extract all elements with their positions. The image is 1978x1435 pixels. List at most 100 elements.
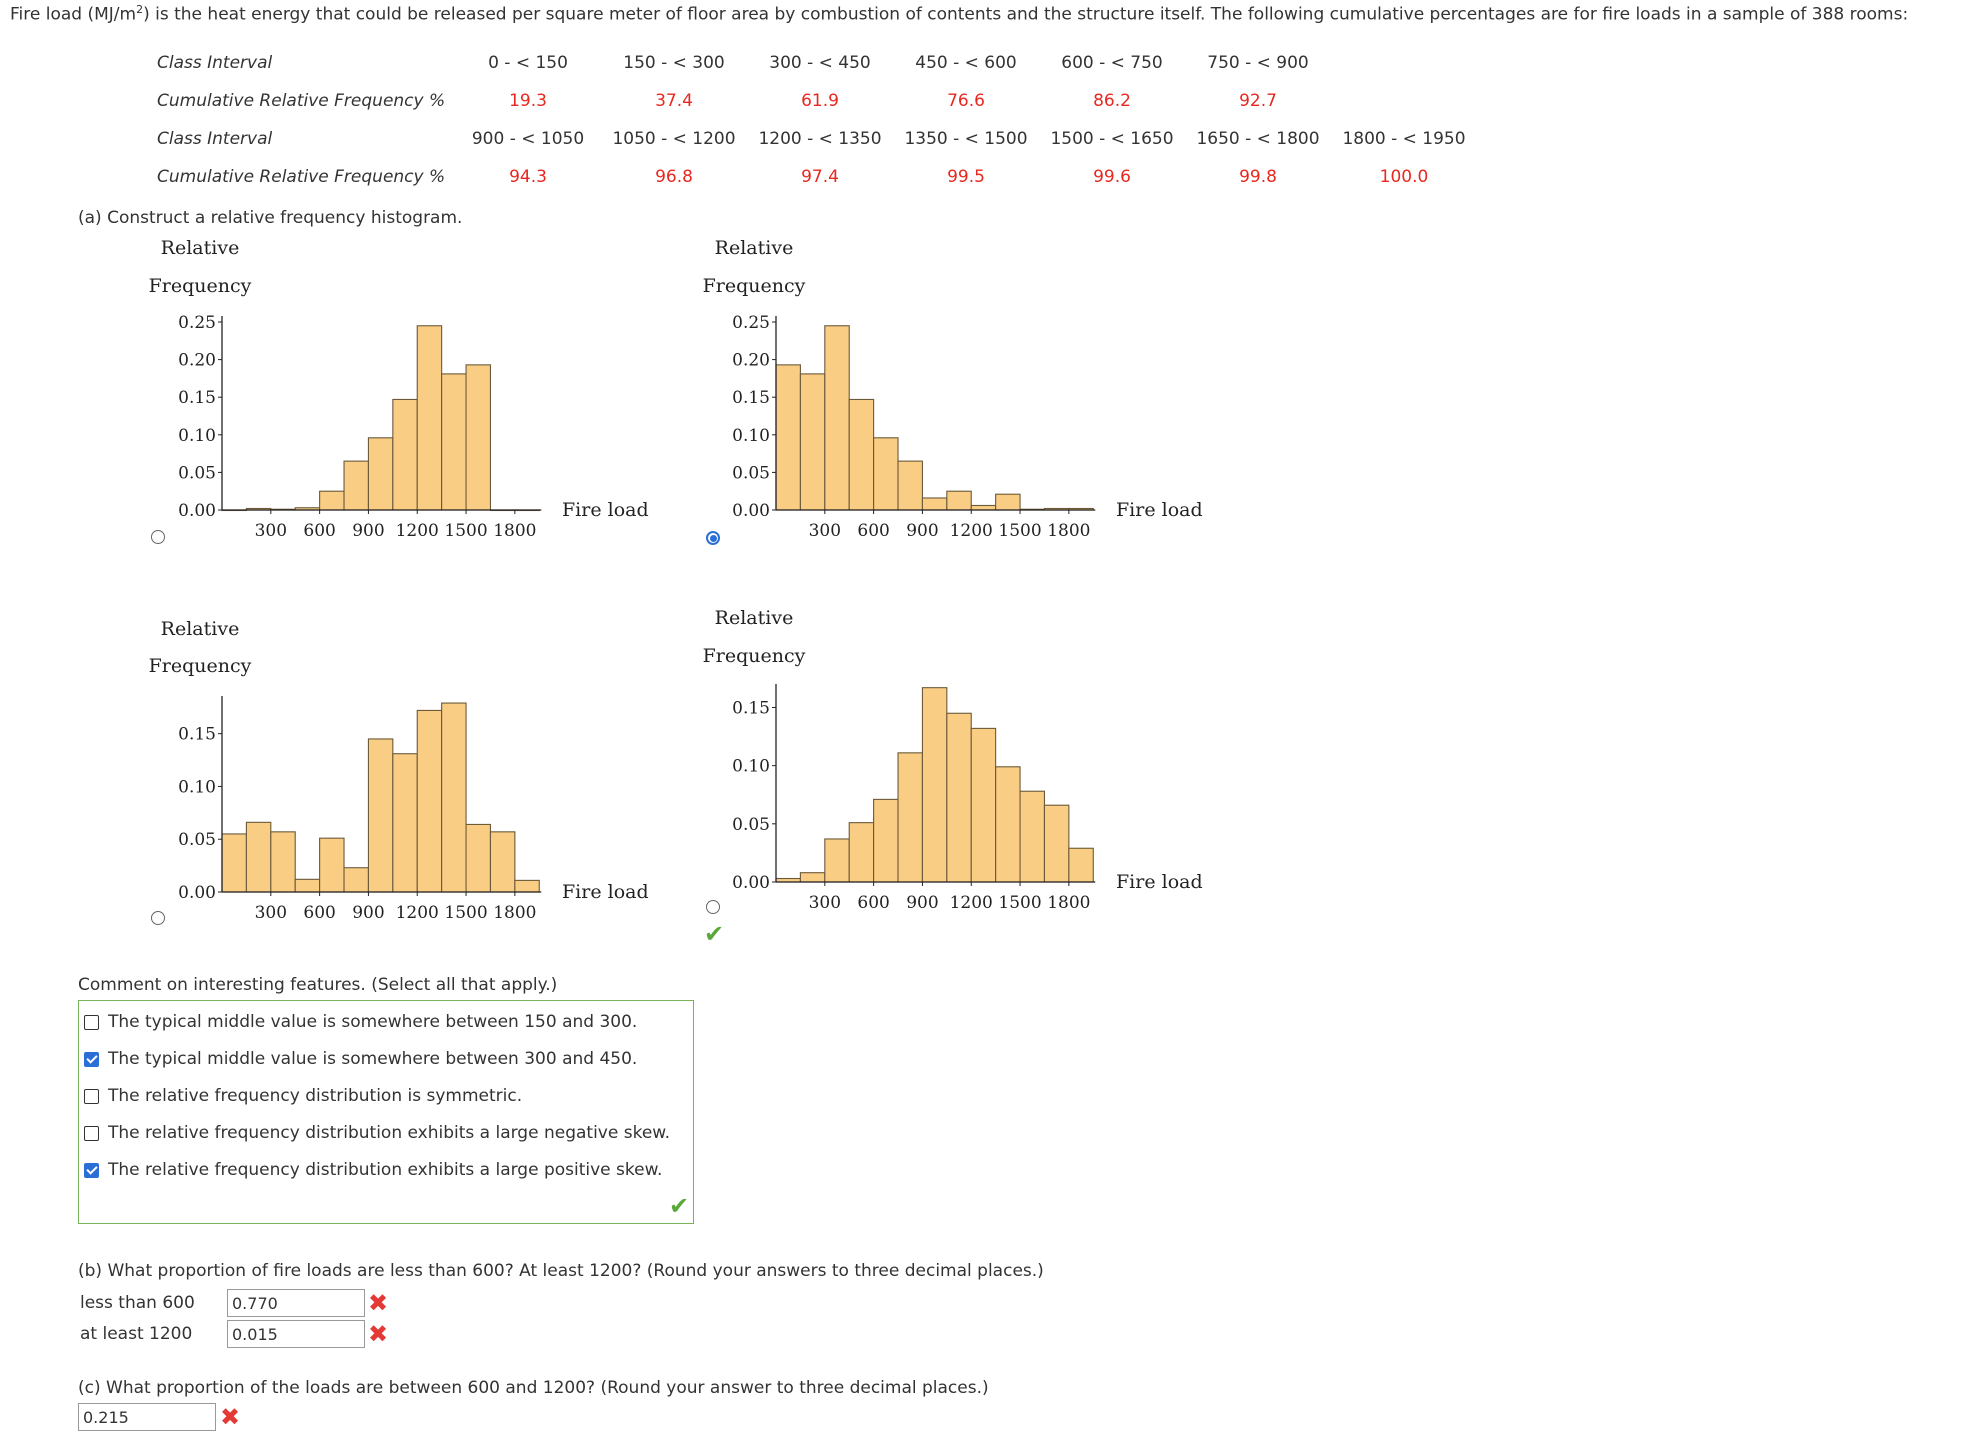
histogram-bar	[465, 823, 492, 893]
between-600-1200-input[interactable]	[78, 1403, 216, 1431]
histogram-bar	[1019, 790, 1046, 883]
histogram-option-4-radio[interactable]	[706, 900, 720, 914]
table-cell-interval: 1650 - < 1800	[1196, 129, 1320, 149]
histogram-bar	[824, 325, 850, 511]
table-cell-interval: 750 - < 900	[1207, 53, 1309, 73]
histogram-bar	[319, 837, 345, 893]
histogram-option-1: Relative Frequency 0.00 0.05 0.10 0.15 0.20 0.2…	[149, 237, 670, 560]
correct-check-icon: ✔	[704, 920, 725, 948]
y-axis-label: Relative	[715, 607, 794, 629]
table-cell-interval: 600 - < 750	[1061, 53, 1163, 73]
intro-superscript: 2	[136, 3, 144, 16]
problem-intro: Fire load (MJ/m2) is the heat energy tha…	[10, 3, 1908, 25]
x-tick-label: 1500	[444, 521, 487, 541]
histogram-chart-3: Relative Frequency 0.00 0.05 0.10 0.15 300 600 9…	[149, 618, 649, 923]
table-cell-value: 99.8	[1239, 167, 1277, 187]
y-tick-label: 0.15	[178, 388, 216, 408]
histogram-bar	[416, 325, 443, 511]
y-tick-label: 0.05	[732, 815, 770, 835]
checkbox-icon[interactable]	[84, 1014, 99, 1030]
correct-check-icon: ✔	[669, 1192, 690, 1220]
x-tick-label: 1200	[396, 521, 439, 541]
table-cell-value: 94.3	[509, 167, 547, 187]
y-tick-label: 0.00	[732, 873, 770, 893]
table-cell-interval: 1200 - < 1350	[758, 129, 882, 149]
histogram-bar	[294, 878, 321, 893]
y-tick-label: 0.20	[732, 351, 770, 371]
comment-option-label: The typical middle value is somewhere be…	[108, 1049, 638, 1069]
y-tick-label: 0.00	[732, 501, 770, 521]
class-interval-label-2: Class Interval	[157, 129, 273, 149]
histogram-chart-2: Relative Frequency 0.00 0.05 0.10 0.15 0.20 0.2…	[703, 237, 1203, 541]
at-least-1200-label: at least 1200	[80, 1324, 193, 1344]
histogram-bar	[946, 490, 972, 511]
x-tick-label: 1800	[493, 521, 536, 541]
x-tick-label: 600	[303, 521, 335, 541]
checkbox-checked-icon[interactable]	[84, 1051, 99, 1067]
y-tick-label: 0.25	[732, 313, 770, 333]
at-least-1200-input[interactable]	[227, 1320, 365, 1348]
x-tick-label: 1200	[950, 521, 993, 541]
histogram-bar	[970, 727, 997, 883]
checkbox-icon[interactable]	[84, 1125, 99, 1141]
comment-option-4[interactable]: The relative frequency distribution exhi…	[84, 1122, 670, 1144]
comment-option-1[interactable]: The typical middle value is somewhere be…	[84, 1011, 637, 1033]
comment-option-label: The relative frequency distribution exhi…	[108, 1123, 671, 1143]
histogram-bar	[441, 373, 467, 511]
y-axis-label: Relative	[161, 618, 240, 640]
x-axis-label: Fire load	[562, 881, 649, 903]
comment-option-label: The relative frequency distribution exhi…	[108, 1160, 663, 1180]
x-tick-label: 1800	[1047, 893, 1090, 913]
x-tick-label: 900	[906, 521, 938, 541]
histogram-bar	[799, 373, 826, 511]
y-axis-label: Frequency	[149, 275, 252, 297]
histogram-bar	[270, 831, 296, 893]
y-axis-label: Frequency	[703, 275, 806, 297]
x-tick-label: 600	[303, 903, 335, 923]
comment-question: Comment on interesting features. (Select…	[78, 975, 558, 995]
histogram-bar	[946, 712, 972, 883]
y-tick-label: 0.10	[732, 757, 770, 777]
comment-option-2[interactable]: The typical middle value is somewhere be…	[84, 1048, 637, 1070]
histogram-bar	[970, 504, 997, 511]
x-tick-label: 300	[809, 893, 841, 913]
checkbox-icon[interactable]	[84, 1088, 99, 1104]
table-cell-interval: 1350 - < 1500	[904, 129, 1028, 149]
histogram-bar	[489, 831, 516, 893]
wrong-x-icon: ✖	[220, 1403, 241, 1431]
x-tick-label: 900	[906, 893, 938, 913]
y-tick-label: 0.05	[178, 830, 216, 850]
histogram-bar	[824, 838, 850, 883]
y-tick-label: 0.10	[178, 426, 216, 446]
table-cell-interval: 1050 - < 1200	[612, 129, 736, 149]
table-cell-value: 19.3	[509, 91, 547, 111]
table-cell-interval: 1500 - < 1650	[1050, 129, 1174, 149]
comment-options-box: The typical middle value is somewhere be…	[78, 1000, 694, 1224]
x-axis-label: Fire load	[1116, 871, 1203, 893]
wrong-x-icon: ✖	[368, 1320, 389, 1348]
table-cell-value: 99.5	[947, 167, 985, 187]
histogram-bar	[775, 364, 801, 511]
y-axis-label: Frequency	[703, 645, 806, 667]
histogram-bar	[921, 687, 948, 883]
y-tick-label: 0.20	[178, 351, 216, 371]
histogram-option-1-radio[interactable]	[151, 530, 165, 544]
intro-text-end: ) is the heat energy that could be relea…	[143, 4, 1909, 25]
table-cell-interval: 300 - < 450	[769, 53, 871, 73]
histogram-option-2-radio[interactable]	[706, 531, 720, 545]
histogram-option-2: Relative Frequency 0.00 0.05 0.10 0.15 0.20 0.2…	[703, 237, 1224, 560]
histogram-bar	[367, 437, 394, 511]
cum-freq-label-2: Cumulative Relative Frequency %	[157, 167, 446, 187]
histogram-bar	[367, 738, 394, 893]
comment-option-3[interactable]: The relative frequency distribution is s…	[84, 1085, 522, 1107]
table-cell-interval: 1800 - < 1950	[1342, 129, 1466, 149]
x-tick-label: 600	[857, 893, 889, 913]
table-cell-value: 92.7	[1239, 91, 1277, 111]
less-than-600-label: less than 600	[80, 1293, 195, 1313]
comment-option-5[interactable]: The relative frequency distribution exhi…	[84, 1159, 662, 1181]
histogram-option-3-radio[interactable]	[151, 911, 165, 925]
table-cell-interval: 0 - < 150	[488, 53, 568, 73]
checkbox-checked-icon[interactable]	[84, 1162, 99, 1178]
less-than-600-input[interactable]	[227, 1289, 365, 1317]
x-tick-label: 1500	[444, 903, 487, 923]
